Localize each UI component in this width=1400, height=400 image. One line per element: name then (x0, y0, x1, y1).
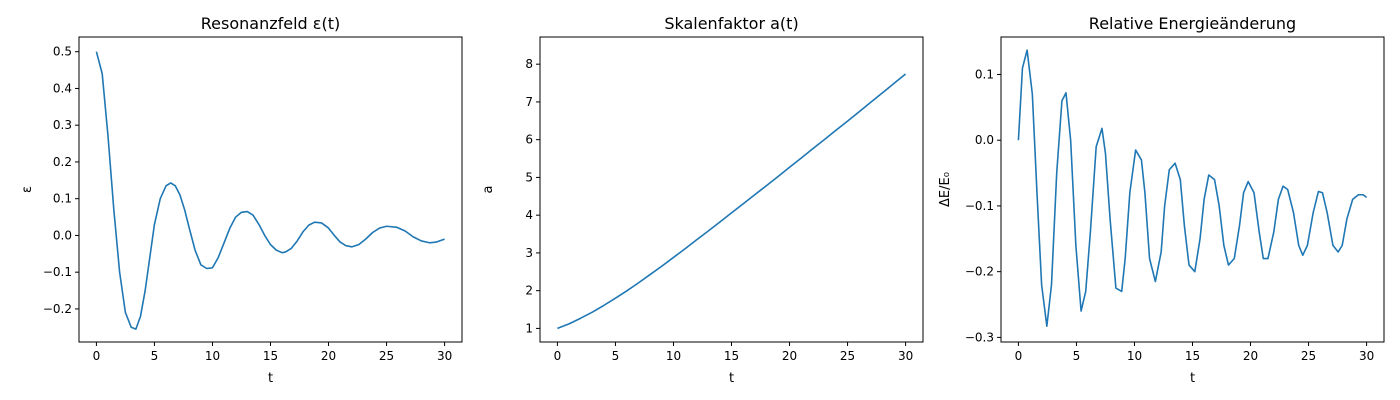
chart-title: Resonanzfeld ε(t) (201, 14, 340, 33)
x-tick-label: 10 (205, 349, 220, 363)
chart-title: Skalenfaktor a(t) (664, 14, 798, 33)
x-tick-label: 0 (1015, 349, 1023, 363)
x-axis-label: t (1190, 371, 1195, 386)
axes-frame (1000, 36, 1385, 343)
x-tick-label: 20 (1243, 349, 1258, 363)
y-tick-label: 7 (525, 95, 533, 109)
subplot-2: Skalenfaktor a(t) 0 5 10 15 20 25 30 1 2 3 4 5 6 7 8 t a (481, 14, 924, 386)
chart-title: Relative Energieänderung (1089, 14, 1296, 33)
y-tick-label: −0.2 (965, 265, 994, 279)
y-tick-label: −0.3 (965, 330, 994, 344)
subplot-3: Relative Energieänderung 0 5 10 15 20 25 30 −0.3… (938, 14, 1385, 386)
y-tick-label: 1 (525, 321, 533, 335)
x-axis-label: t (729, 371, 734, 386)
y-tick-label: 2 (525, 284, 533, 298)
x-tick-label: 5 (612, 349, 620, 363)
y-tick-label: 0.1 (53, 192, 72, 206)
y-tick-label: −0.1 (965, 199, 994, 213)
y-tick-label: 0.0 (975, 133, 994, 147)
x-tick-label: 20 (782, 349, 797, 363)
x-tick-label: 30 (898, 349, 913, 363)
x-tick-label: 30 (437, 349, 452, 363)
x-axis-label: t (268, 371, 273, 386)
y-tick-label: 0.1 (975, 67, 994, 81)
x-tick-label: 10 (1127, 349, 1142, 363)
x-tick-label: 15 (724, 349, 739, 363)
x-tick-label: 5 (151, 349, 159, 363)
subplot-1: Resonanzfeld ε(t) 0 5 10 15 20 25 30 −0.2 −0.1 0.0… (20, 14, 463, 386)
axes-frame (78, 36, 463, 343)
y-axis-label: a (481, 186, 496, 194)
y-tick-label: 3 (525, 246, 533, 260)
x-tick-label: 0 (93, 349, 101, 363)
y-tick-label: 0.5 (53, 45, 72, 59)
y-tick-label: 6 (525, 133, 533, 147)
x-tick-label: 25 (840, 349, 855, 363)
y-tick-label: 5 (525, 170, 533, 184)
x-tick-label: 25 (379, 349, 394, 363)
series-line (95, 51, 445, 330)
series-line (1017, 49, 1368, 328)
x-tick-label: 30 (1359, 349, 1374, 363)
y-tick-label: 4 (525, 208, 533, 222)
y-tick-label: 0.0 (53, 228, 72, 242)
axes-frame (539, 36, 924, 343)
y-tick-label: 0.2 (53, 155, 72, 169)
y-tick-label: 0.3 (53, 118, 72, 132)
series-line (557, 73, 907, 330)
x-tick-label: 25 (1301, 349, 1316, 363)
y-tick-label: −0.1 (43, 265, 72, 279)
y-tick-label: 8 (525, 57, 533, 71)
y-tick-label: −0.2 (43, 302, 72, 316)
x-tick-label: 0 (554, 349, 562, 363)
x-tick-label: 5 (1073, 349, 1081, 363)
y-axis-label: ΔE/E₀ (938, 172, 953, 207)
y-axis-label: ε (20, 186, 35, 193)
x-tick-label: 10 (666, 349, 681, 363)
y-tick-label: 0.4 (53, 81, 72, 95)
x-tick-label: 15 (263, 349, 278, 363)
x-tick-label: 15 (1185, 349, 1200, 363)
x-tick-label: 20 (321, 349, 336, 363)
